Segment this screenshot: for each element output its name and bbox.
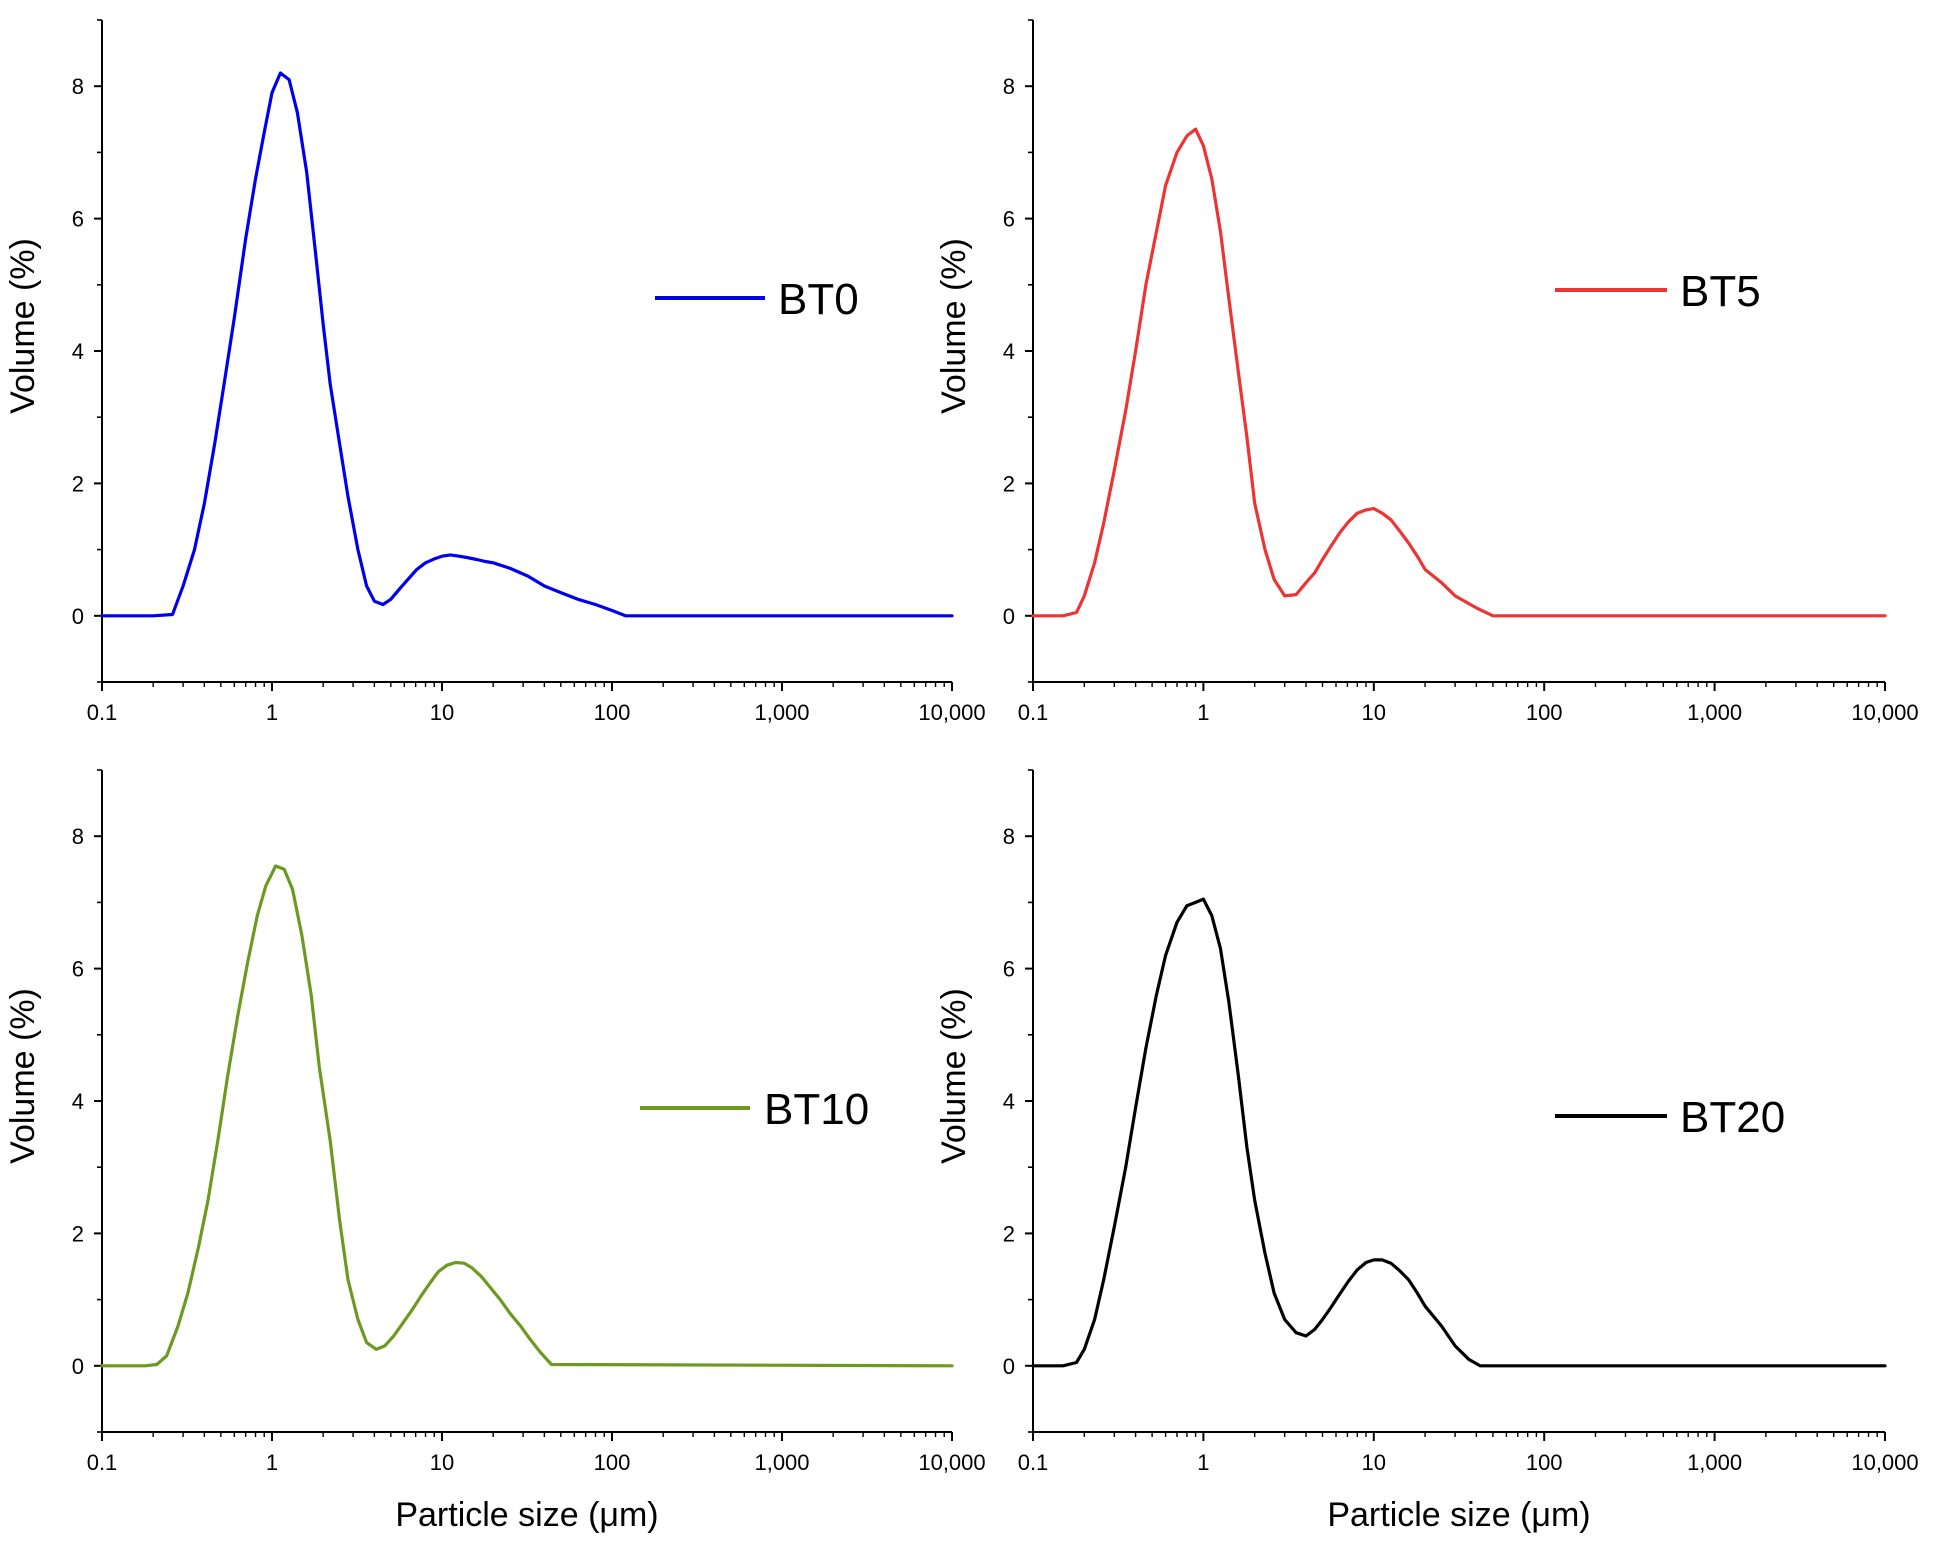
panel-top-left: 0 2 4 6 8 0.1 1 10 100 1,000 10,000 BT0 Volume (%) <box>4 19 986 725</box>
legend: BT0 <box>655 275 859 324</box>
y-tick-label: 4 <box>1003 1089 1015 1114</box>
x-tick-label: 1,000 <box>1687 1450 1742 1475</box>
x-tick-label: 0.1 <box>1018 1450 1049 1475</box>
y-axis-title: Volume (%) <box>4 988 42 1164</box>
y-tick-label: 6 <box>1003 957 1015 982</box>
x-tick-label: 1,000 <box>754 1450 809 1475</box>
panel-bottom-right: 0 2 4 6 8 0.1 1 10 100 1,000 10,000 BT20 Volume (%) P… <box>935 769 1919 1534</box>
y-tick-label: 8 <box>72 824 84 849</box>
y-tick-label: 0 <box>72 1354 84 1379</box>
y-tick-label: 6 <box>72 957 84 982</box>
series-line-bt0 <box>100 71 954 618</box>
legend: BT20 <box>1555 1093 1785 1142</box>
x-tick-label: 10 <box>1362 700 1386 725</box>
x-tick-label: 10,000 <box>918 1450 985 1475</box>
y-tick-label: 8 <box>72 74 84 99</box>
x-tick-label: 10 <box>430 700 454 725</box>
y-axis-title: Volume (%) <box>4 238 42 414</box>
legend: BT10 <box>640 1085 869 1134</box>
x-tick-label: 100 <box>594 1450 631 1475</box>
x-tick-label: 10,000 <box>918 700 985 725</box>
y-tick-label: 2 <box>72 471 84 496</box>
x-tick-label: 1 <box>1197 700 1209 725</box>
y-tick-label: 4 <box>1003 339 1015 364</box>
x-tick-label: 1 <box>266 700 278 725</box>
x-axis-title: Particle size (μm) <box>395 1496 658 1534</box>
panel-top-right: 0 2 4 6 8 0.1 1 10 100 1,000 10,000 BT5 Volume (%) <box>935 19 1919 725</box>
y-tick-label: 2 <box>1003 1221 1015 1246</box>
y-tick-label: 4 <box>72 339 84 364</box>
y-tick-label: 0 <box>1003 1354 1015 1379</box>
x-tick-label: 0.1 <box>87 1450 118 1475</box>
y-tick-label: 2 <box>72 1221 84 1246</box>
y-axis-title: Volume (%) <box>935 988 973 1164</box>
x-tick-label: 10 <box>1362 1450 1386 1475</box>
x-tick-label: 100 <box>594 700 631 725</box>
panel-bottom-left: 0 2 4 6 8 0.1 1 10 100 1,000 10,000 BT10 Volume (%) P… <box>4 769 986 1534</box>
x-tick-label: 100 <box>1526 700 1563 725</box>
legend: BT5 <box>1555 267 1761 316</box>
y-tick-label: 6 <box>72 207 84 232</box>
series-line-bt5 <box>1031 127 1887 618</box>
series-line-bt20 <box>1031 897 1887 1368</box>
x-tick-label: 1 <box>1197 1450 1209 1475</box>
legend-label: BT5 <box>1680 267 1761 316</box>
x-tick-label: 1,000 <box>754 700 809 725</box>
x-tick-label: 0.1 <box>87 700 118 725</box>
legend-label: BT10 <box>764 1085 869 1134</box>
y-tick-label: 4 <box>72 1089 84 1114</box>
y-axis-title: Volume (%) <box>935 238 973 414</box>
y-tick-label: 0 <box>1003 604 1015 629</box>
series-line-bt10 <box>100 864 954 1368</box>
legend-label: BT0 <box>778 275 859 324</box>
y-tick-label: 6 <box>1003 207 1015 232</box>
y-tick-label: 2 <box>1003 471 1015 496</box>
x-tick-label: 1,000 <box>1687 700 1742 725</box>
legend-label: BT20 <box>1680 1093 1785 1142</box>
y-tick-label: 8 <box>1003 74 1015 99</box>
x-tick-label: 1 <box>266 1450 278 1475</box>
x-tick-label: 100 <box>1526 1450 1563 1475</box>
x-axis-title: Particle size (μm) <box>1327 1496 1590 1534</box>
y-tick-label: 0 <box>72 604 84 629</box>
x-tick-label: 0.1 <box>1018 700 1049 725</box>
x-tick-label: 10,000 <box>1851 700 1918 725</box>
x-tick-label: 10 <box>430 1450 454 1475</box>
y-tick-label: 8 <box>1003 824 1015 849</box>
x-tick-label: 10,000 <box>1851 1450 1918 1475</box>
